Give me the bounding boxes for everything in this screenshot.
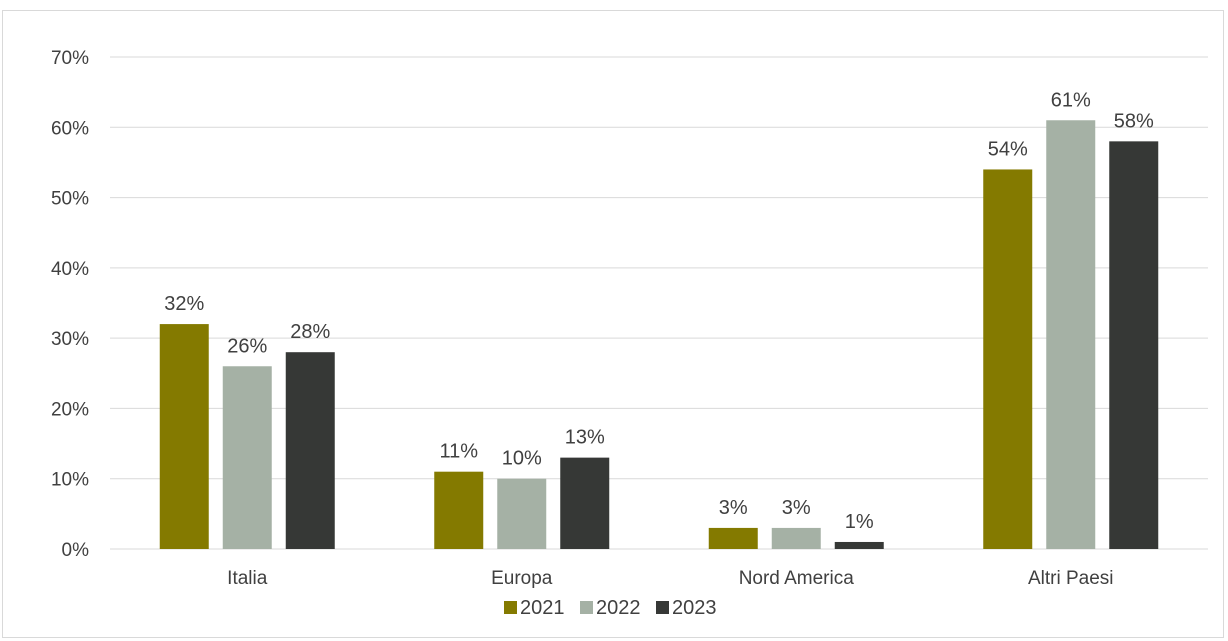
y-tick-label: 60% [51, 118, 89, 139]
x-axis-category-labels: Italia Europa Nord America Altri Paesi [227, 568, 1113, 589]
data-label: 61% [1051, 89, 1091, 111]
bar [708, 527, 758, 549]
bar [285, 352, 335, 549]
data-labels: 32% 26% 28% 11% 10% 13% 3% 3% 1% 54% 61% 58% [164, 89, 1154, 533]
bar [771, 527, 821, 549]
bar [222, 366, 272, 549]
data-label: 13% [565, 427, 605, 449]
y-tick-label: 20% [51, 399, 89, 420]
y-tick-label: 30% [51, 329, 89, 350]
x-tick-label: Altri Paesi [1028, 568, 1114, 589]
data-label: 1% [845, 511, 874, 533]
y-tick-label: 0% [62, 540, 90, 561]
bar [560, 457, 610, 549]
data-label: 58% [1114, 110, 1154, 132]
data-label: 26% [227, 335, 267, 357]
data-label: 3% [782, 497, 811, 519]
bar [497, 478, 547, 549]
y-tick-label: 10% [51, 470, 89, 491]
legend: 2021 2022 2023 [504, 597, 717, 619]
legend-swatch [656, 601, 669, 614]
gridlines [110, 56, 1208, 550]
legend-label: 2023 [672, 597, 717, 619]
data-label: 54% [988, 138, 1028, 160]
y-tick-label: 40% [51, 259, 89, 280]
data-label: 32% [164, 293, 204, 315]
data-label: 10% [502, 448, 542, 470]
data-label: 3% [719, 497, 748, 519]
legend-label: 2022 [596, 597, 641, 619]
data-label: 11% [439, 441, 478, 463]
x-tick-label: Nord America [739, 568, 855, 589]
bar [834, 541, 884, 549]
legend-swatch [504, 601, 517, 614]
bars [159, 120, 1159, 550]
x-tick-label: Europa [491, 568, 553, 589]
bar [1046, 120, 1096, 549]
bar [983, 169, 1033, 549]
y-axis-tick-labels: 0% 10% 20% 30% 40% 50% 60% 70% [51, 48, 89, 561]
bar [1109, 141, 1159, 550]
legend-swatch [580, 601, 593, 614]
legend-label: 2021 [520, 597, 565, 619]
bar [434, 471, 484, 549]
data-label: 28% [290, 321, 330, 343]
y-tick-label: 50% [51, 189, 89, 210]
bar [159, 324, 209, 549]
y-tick-label: 70% [51, 48, 89, 69]
x-tick-label: Italia [227, 568, 268, 589]
